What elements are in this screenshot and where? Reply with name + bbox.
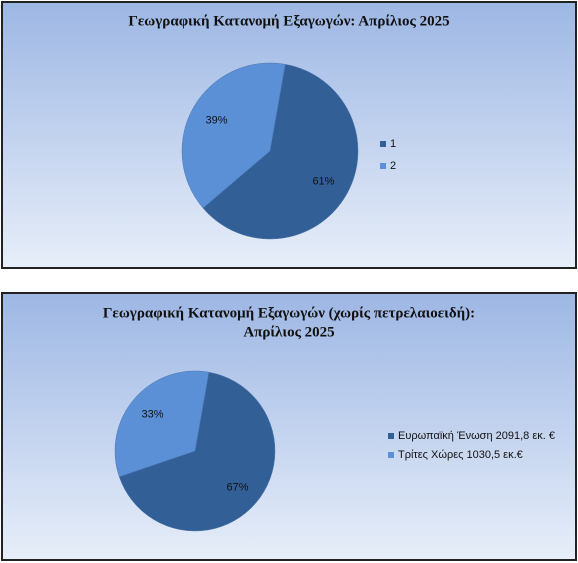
legend-label: 2 <box>390 160 396 172</box>
pie-slice <box>181 62 286 209</box>
pie-slice <box>114 370 210 478</box>
legend-swatch <box>388 433 394 439</box>
chart-title: Γεωγραφική Κατανομή Εξαγωγών: Απρίλιος 2… <box>128 13 449 29</box>
data-label: 33% <box>141 408 163 420</box>
data-label: 39% <box>206 114 228 126</box>
legend-swatch <box>380 141 386 147</box>
legend-label: Τρίτες Χώρες 1030,5 εκ.€ <box>398 449 523 461</box>
pie-slice <box>118 371 276 532</box>
legend-label: Ευρωπαϊκή Ένωση 2091,8 εκ. € <box>398 430 555 442</box>
chart-title: Απρίλιος 2025 <box>243 324 334 340</box>
chart-panel <box>1 292 577 561</box>
legend-swatch <box>380 163 386 169</box>
legend-label: 1 <box>390 138 396 150</box>
data-label: 61% <box>312 176 334 188</box>
legend-swatch <box>388 452 394 458</box>
data-label: 67% <box>227 481 249 493</box>
pie-slice <box>202 64 359 240</box>
chart-title: Γεωγραφική Κατανομή Εξαγωγών (χωρίς πετρ… <box>103 305 475 321</box>
